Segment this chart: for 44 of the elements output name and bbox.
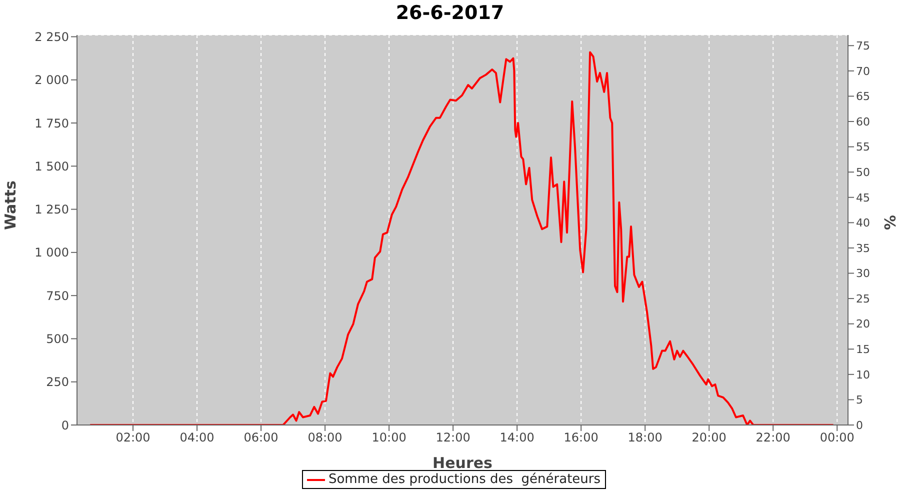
y-tick-label: 250 — [46, 375, 69, 390]
x-tick-label: 16:00 — [564, 430, 598, 445]
x-tick-label: 18:00 — [628, 430, 662, 445]
y2-tick-label: 0 — [856, 418, 863, 432]
y2-tick-label: 15 — [856, 343, 870, 356]
y2-tick-label: 35 — [856, 242, 870, 255]
y2-axis-title: % — [880, 214, 899, 230]
x-tick-label: 10:00 — [372, 430, 406, 445]
x-tick-label: 06:00 — [244, 430, 278, 445]
x-tick-label: 08:00 — [308, 430, 342, 445]
y2-tick-label: 55 — [856, 140, 870, 154]
y2-tick-label: 40 — [856, 216, 870, 230]
x-tick-label: 22:00 — [756, 430, 790, 445]
x-tick-label: 00:00 — [820, 430, 854, 445]
y-tick-label: 1 750 — [34, 116, 69, 130]
y2-tick-label: 5 — [856, 394, 863, 407]
y2-tick-label: 50 — [856, 166, 870, 179]
y2-tick-label: 60 — [856, 115, 870, 128]
y2-tick-label: 45 — [856, 191, 870, 204]
legend-label: Somme des productions des générateurs — [328, 472, 601, 487]
y-tick-label: 0 — [61, 418, 69, 432]
x-tick-label: 12:00 — [436, 430, 470, 445]
y2-tick-label: 25 — [856, 292, 870, 306]
x-tick-label: 02:00 — [116, 430, 150, 445]
y2-tick-label: 70 — [856, 64, 870, 78]
y-tick-label: 500 — [46, 332, 69, 346]
y2-tick-label: 10 — [856, 368, 870, 382]
x-tick-label: 20:00 — [692, 430, 726, 445]
y2-tick-label: 20 — [856, 318, 870, 331]
y-tick-label: 1 000 — [34, 246, 69, 260]
y-axis-title: Watts — [1, 180, 20, 230]
y2-tick-label: 30 — [856, 267, 870, 280]
line-series — [89, 51, 834, 425]
y-tick-label: 2 000 — [34, 73, 69, 88]
x-tick-label: 04:00 — [180, 430, 214, 445]
x-tick-label: 14:00 — [500, 430, 534, 445]
chart-title: 26-6-2017 — [394, 2, 506, 24]
y-tick-label: 1 250 — [34, 202, 69, 217]
y-tick-label: 750 — [46, 288, 69, 303]
x-axis-title: Heures — [432, 454, 493, 472]
y-tick-label: 1 500 — [34, 159, 69, 174]
y2-tick-label: 65 — [856, 90, 870, 104]
y-tick-label: 2 250 — [34, 30, 69, 44]
y2-tick-label: 75 — [856, 40, 870, 53]
